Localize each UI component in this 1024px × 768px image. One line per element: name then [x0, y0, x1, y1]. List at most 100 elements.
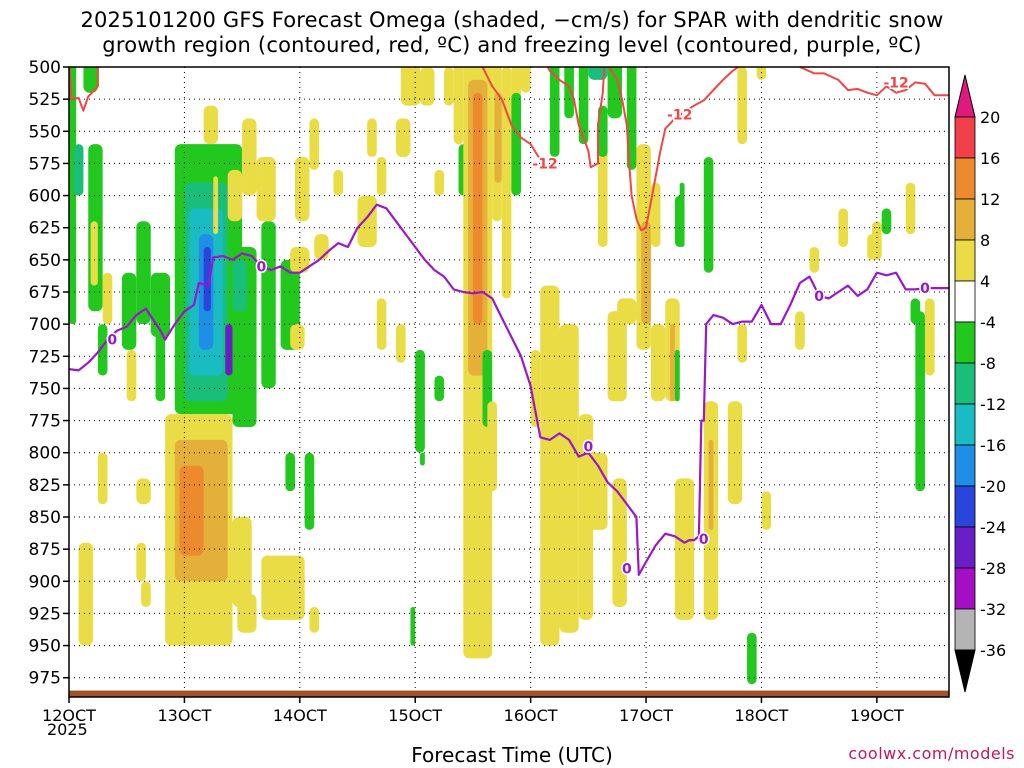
x-tick-label-18OCT: 18OCT — [735, 706, 789, 725]
y-tick-label-525: 525 — [29, 90, 61, 110]
omega-cell-47 — [400, 67, 421, 106]
omega-cell-21 — [97, 452, 108, 505]
omega-cell-62 — [521, 67, 531, 93]
y-tick-label-675: 675 — [29, 283, 61, 303]
freezing-level-label-5: 0 — [920, 281, 930, 297]
colorbar-segment-neg20_neg16 — [954, 444, 976, 487]
colorbar-label-8: -16 — [980, 436, 1006, 455]
dgz-minus12-contour-4 — [608, 67, 741, 232]
omega-cell-91 — [756, 67, 767, 80]
omega-cell-37 — [309, 118, 320, 170]
dgz-minus12-contour-1 — [69, 67, 99, 112]
y-tick-label-975: 975 — [29, 669, 61, 689]
y-tick-label-650: 650 — [29, 251, 61, 271]
y-tick-label-700: 700 — [29, 315, 61, 335]
y-tick-label-850: 850 — [29, 508, 61, 528]
omega-cell-51 — [453, 67, 464, 145]
colorbar-label-0: 20 — [980, 108, 1000, 127]
y-tick-label-775: 775 — [29, 412, 61, 432]
colorbar-label-13: -36 — [980, 641, 1006, 660]
x-tick-label-12OCT: 12OCT — [42, 706, 96, 725]
dgz-minus12-contour-3 — [546, 67, 606, 169]
omega-cell-39 — [314, 234, 329, 260]
omega-cell-64 — [540, 285, 560, 646]
omega-cell-101 — [924, 298, 935, 376]
colorbar-segment-neg36_neg32 — [954, 608, 976, 651]
y-tick-label-800: 800 — [29, 444, 61, 464]
omega-cell-22 — [78, 542, 94, 646]
freezing-level-label-1: 0 — [256, 259, 266, 275]
omega-cell-2 — [83, 67, 98, 93]
omega-cell-35 — [256, 157, 276, 222]
omega-cell-112 — [410, 607, 416, 646]
y-tick-label-875: 875 — [29, 540, 61, 560]
colorbar-segment-neg12_neg8 — [954, 362, 976, 405]
colorbar-label-12: -32 — [980, 600, 1006, 619]
plot-frame — [68, 66, 950, 698]
freezing-level-label-6: 0 — [622, 561, 632, 577]
credit-link[interactable]: coolwx.com/models — [848, 744, 1015, 763]
omega-cell-65 — [559, 324, 579, 633]
year-label: 2025 — [47, 720, 88, 739]
omega-cell-73 — [564, 67, 574, 119]
omega-cell-94 — [795, 311, 805, 350]
omega-cell-13 — [203, 247, 211, 312]
omega-cell-14 — [225, 324, 233, 376]
omega-cell-100 — [915, 311, 925, 492]
colorbar-label-4: 4 — [980, 272, 990, 291]
y-tick-label-600: 600 — [29, 187, 61, 207]
colorbar-segment-4_8 — [954, 239, 976, 282]
colorbar-label-2: 12 — [980, 190, 1000, 209]
omega-cell-96 — [838, 208, 849, 247]
dgz-label-2: -12 — [883, 75, 908, 91]
omega-cell-63 — [530, 349, 541, 427]
colorbar-segment-8_12 — [954, 198, 976, 241]
omega-cell-50 — [444, 67, 454, 106]
omega-cell-120 — [309, 607, 320, 633]
dgz-label-0: -12 — [532, 156, 557, 172]
omega-cell-19 — [90, 221, 98, 286]
omega-cell-71 — [617, 298, 637, 325]
omega-cell-81 — [650, 182, 661, 247]
omega-cell-6 — [136, 221, 151, 325]
y-tick-label-725: 725 — [29, 347, 61, 367]
colorbar-label-9: -20 — [980, 477, 1006, 496]
chart-title-line-2: growth region (contoured, red, ºC) and f… — [102, 33, 922, 57]
colorbar: 20 16 12 8 4 -4 -8 -12 -16 -20 -24 -28 -32 -36 — [954, 74, 1006, 693]
y-tick-label-500: 500 — [29, 58, 61, 78]
colorbar-label-6: -8 — [980, 354, 996, 373]
x-tick-label-19OCT: 19OCT — [850, 706, 904, 725]
omega-cell-117 — [285, 452, 296, 492]
colorbar-top-arrow — [954, 74, 976, 118]
omega-cell-119 — [237, 594, 257, 633]
omega-cell-45 — [376, 157, 387, 196]
dgz-minus12-contour-5 — [797, 67, 949, 97]
omega-cell-46 — [395, 118, 411, 157]
omega-cell-23 — [126, 349, 137, 402]
omega-cell-84 — [670, 324, 675, 402]
omega-cell-116 — [290, 324, 305, 350]
omega-cell-70 — [612, 478, 627, 607]
contours: 0 0 0 0 0 0 0 -12 -12 -12 — [69, 67, 949, 579]
omega-cell-1 — [73, 144, 84, 196]
colorbar-label-10: -24 — [980, 518, 1006, 537]
colorbar-segment-16_20 — [954, 116, 976, 159]
omega-cell-77 — [607, 67, 623, 119]
y-tick-label-575: 575 — [29, 154, 61, 174]
colorbar-label-1: 16 — [980, 149, 1000, 168]
omega-cell-24 — [136, 478, 151, 505]
omega-shading — [69, 67, 935, 685]
colorbar-bottom-arrow — [954, 649, 976, 693]
omega-cell-92 — [761, 491, 772, 530]
x-axis: 12OCT 13OCT 14OCT 15OCT 16OCT 17OCT 18OCT 19OCT — [42, 697, 904, 725]
omega-cell-4 — [97, 324, 108, 376]
colorbar-segment-neg24_neg20 — [954, 485, 976, 528]
omega-cell-36 — [295, 157, 310, 222]
omega-cell-55 — [472, 92, 483, 325]
colorbar-segment-12_16 — [954, 157, 976, 200]
omega-cell-108 — [415, 349, 425, 453]
x-tick-label-16OCT: 16OCT — [504, 706, 558, 725]
omega-cell-93 — [747, 632, 757, 685]
x-axis-title: Forecast Time (UTC) — [411, 743, 613, 767]
omega-cell-107 — [674, 195, 685, 247]
